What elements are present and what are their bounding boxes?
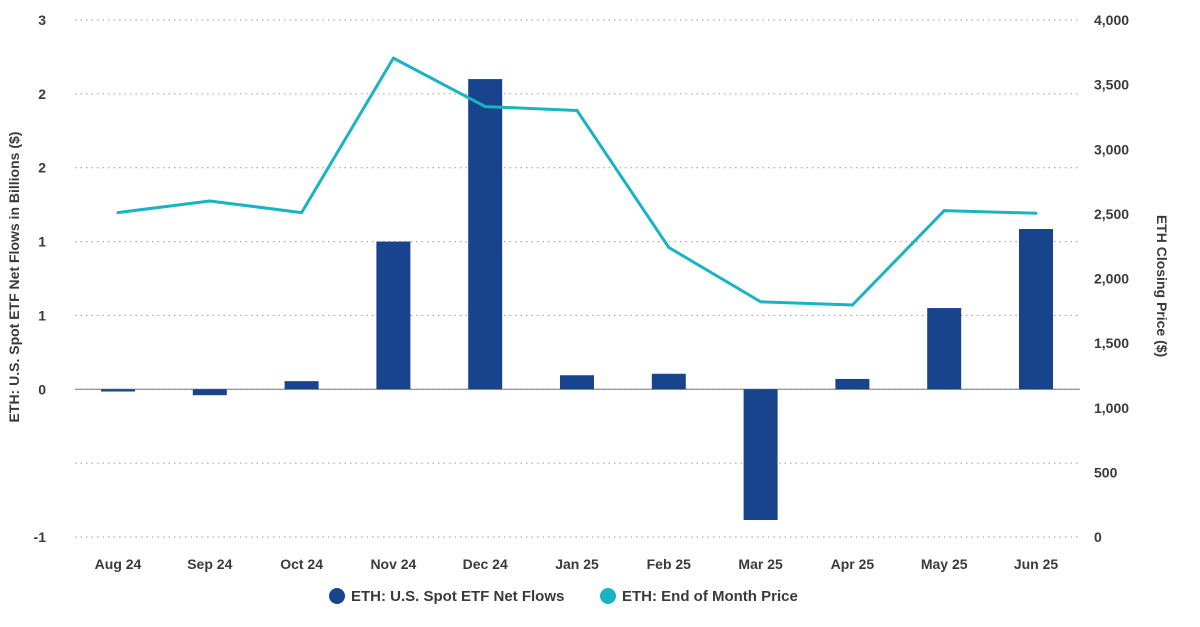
left-tick-label: -1: [34, 529, 47, 545]
left-axis-title: ETH: U.S. Spot ETF Net Flows in Billions…: [6, 132, 22, 423]
x-tick-label: Nov 24: [370, 556, 416, 572]
price-point: [208, 199, 212, 203]
right-tick-label: 4,000: [1094, 12, 1129, 28]
legend-marker-price: [600, 588, 616, 604]
legend-marker-net-flows: [329, 588, 345, 604]
x-tick-label: Sep 24: [187, 556, 232, 572]
right-tick-label: 500: [1094, 464, 1118, 480]
price-point: [391, 56, 395, 60]
left-axis-ticks: -1 0 1 1 2 2 3: [34, 12, 47, 545]
right-axis-ticks: 0 500 1,000 1,500 2,000 2,500 3,000 3,500 4,000: [1094, 12, 1129, 545]
left-tick-label: 1: [38, 307, 46, 323]
bar: [284, 381, 319, 390]
x-tick-label: Apr 25: [831, 556, 875, 572]
x-tick-label: Jan 25: [555, 556, 599, 572]
right-tick-label: 0: [1094, 529, 1102, 545]
right-tick-label: 1,000: [1094, 400, 1129, 416]
gridlines: [75, 19, 1080, 538]
price-line: [117, 56, 1037, 307]
bar: [101, 389, 135, 392]
left-tick-label: 1: [38, 234, 46, 250]
right-tick-label: 2,500: [1094, 206, 1129, 222]
right-tick-label: 3,500: [1094, 77, 1129, 93]
bar: [192, 389, 227, 396]
left-tick-label: 2: [38, 86, 46, 102]
left-tick-label: 3: [38, 12, 46, 28]
price-point: [850, 303, 854, 307]
x-tick-label: May 25: [921, 556, 968, 572]
legend-label-price: ETH: End of Month Price: [622, 588, 798, 605]
left-tick-label: 2: [38, 160, 46, 176]
x-tick-label: Feb 25: [647, 556, 692, 572]
x-tick-label: Aug 24: [95, 556, 142, 572]
x-tick-label: Dec 24: [463, 556, 508, 572]
bar: [835, 378, 870, 390]
bar: [927, 308, 962, 390]
right-tick-label: 2,000: [1094, 271, 1129, 287]
x-tick-label: Mar 25: [738, 556, 783, 572]
price-point: [1034, 211, 1038, 215]
price-point: [483, 105, 487, 109]
right-tick-label: 3,000: [1094, 141, 1129, 157]
bar: [651, 373, 686, 390]
legend-label-net-flows: ETH: U.S. Spot ETF Net Flows: [351, 588, 564, 605]
bar-series: [101, 79, 1053, 521]
bar: [1019, 229, 1053, 390]
price-point: [667, 245, 671, 249]
bar: [376, 241, 411, 390]
x-axis-ticks: Aug 24 Sep 24 Oct 24 Nov 24 Dec 24 Jan 25 Feb …: [95, 556, 1059, 572]
right-axis-title: ETH Closing Price ($): [1154, 215, 1170, 357]
bar: [743, 389, 778, 521]
price-point: [759, 300, 763, 304]
price-point: [942, 209, 946, 213]
legend: ETH: U.S. Spot ETF Net Flows ETH: End of…: [329, 588, 798, 605]
x-tick-label: Oct 24: [280, 556, 323, 572]
line-series: [116, 56, 1038, 307]
price-point: [575, 108, 579, 112]
x-tick-label: Jun 25: [1014, 556, 1059, 572]
price-point: [300, 211, 304, 215]
bar: [560, 375, 594, 390]
right-tick-label: 1,500: [1094, 335, 1129, 351]
left-tick-label: 0: [38, 381, 46, 397]
bar: [468, 79, 503, 390]
price-point: [116, 211, 120, 215]
